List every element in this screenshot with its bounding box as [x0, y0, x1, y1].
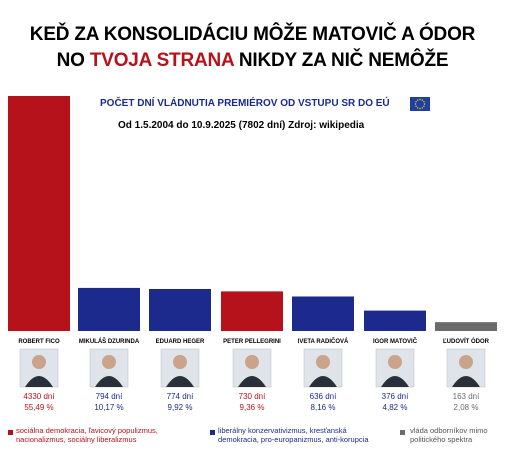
chart-period: Od 1.5.2004 do 10.9.2025 (7802 dní) Zdro…: [118, 120, 365, 131]
headline-line-1: KEĎ ZA KONSOLIDÁCIU MÔŽE MATOVIČ A ÓDOR: [29, 24, 476, 45]
legend-swatch-social-democracy: [8, 430, 13, 435]
category-label: IGOR MATOVIČ: [373, 338, 418, 345]
portrait-head: [173, 355, 187, 369]
percent-label: 9,92 %: [168, 403, 193, 412]
category-label: EDUARD HEGER: [156, 339, 205, 345]
day-label: 794 dní: [96, 392, 123, 401]
percent-label: 9,36 %: [240, 403, 265, 412]
portrait-body: [166, 376, 194, 387]
bar: [364, 310, 426, 331]
portrait-body: [25, 376, 53, 387]
percent-label: 2,08 %: [454, 403, 479, 412]
bar: [78, 287, 140, 331]
person-portrait-icon: [19, 348, 59, 388]
portrait-head: [459, 355, 473, 369]
percent-label: 10,17 %: [94, 403, 123, 412]
portrait-head: [388, 355, 402, 369]
category-label: PETER PELLEGRINI: [223, 339, 281, 345]
person-portrait-icon: [89, 348, 129, 388]
legend-line: nacionalizmus, sociálny liberalizmus: [16, 435, 137, 444]
category-label: MIKULÁŠ DZURINDA: [79, 337, 140, 345]
legend-social-democracy: sociálna demokracia, ľavicový populizmus…: [16, 426, 158, 444]
bar: [8, 96, 70, 331]
portrait-body: [452, 376, 480, 387]
category-label: ĽUDOVÍT ÓDOR: [443, 337, 490, 345]
bars-group: [8, 96, 497, 331]
person-portrait-icon: [446, 348, 486, 388]
percent-label: 4,82 %: [383, 403, 408, 412]
headline-prefix: NO: [56, 50, 90, 71]
day-label: 376 dní: [382, 392, 409, 401]
names-group: ROBERT FICO MIKULÁŠ DZURINDA EDUARD HEGER P…: [18, 337, 489, 345]
headline-line-2: NO TVOJA STRANA NIKDY ZA NIČ NEMÔŽE: [0, 50, 505, 72]
legend-swatch-technocrat: [400, 430, 405, 435]
legend-liberal-conservatism: liberálny konzervativizmus, kresťanská d…: [218, 426, 369, 444]
legend-line: vláda odborníkov mimo: [410, 426, 488, 435]
headline-suffix: NIKDY ZA NIČ NEMÔŽE: [233, 50, 449, 71]
legend-line: politického spektra: [410, 435, 473, 444]
portrait-body: [95, 376, 123, 387]
day-label: 774 dní: [167, 392, 194, 401]
portrait-head: [32, 355, 46, 369]
portrait-body: [238, 376, 266, 387]
chart-subtitle: POČET DNÍ VLÁDNUTIA PREMIÉROV OD VSTUPU …: [100, 98, 390, 109]
day-label: 730 dní: [239, 392, 266, 401]
portrait-head: [316, 355, 330, 369]
legend-swatch-liberal-conservatism: [210, 430, 215, 435]
portrait-head: [102, 355, 116, 369]
day-label: 636 dní: [310, 392, 337, 401]
category-label: ROBERT FICO: [18, 339, 60, 345]
portrait-body: [309, 376, 337, 387]
category-label: IVETA RADIČOVÁ: [298, 338, 349, 345]
percent-label: 55,49 %: [24, 403, 53, 412]
bar: [149, 288, 211, 331]
day-label: 163 dní: [453, 392, 480, 401]
legend-line: demokracia, pro-europanizmus, anti-korup…: [218, 435, 369, 444]
person-portrait-icon: [232, 348, 272, 388]
bar: [292, 296, 354, 331]
bar: [221, 291, 283, 331]
bar: [435, 322, 497, 331]
eu-flag-icon: [410, 97, 430, 111]
labels-group: 4330 dní 55,49 % 794 dní 10,17 % 774 dní 9,92…: [23, 392, 480, 412]
person-portrait-icon: [375, 348, 415, 388]
legend-line: liberálny konzervativizmus, kresťanská: [218, 426, 347, 435]
person-portrait-icon: [160, 348, 200, 388]
portrait-body: [381, 376, 409, 387]
legend-line: sociálna demokracia, ľavicový populizmus…: [16, 426, 158, 435]
portrait-head: [245, 355, 259, 369]
legend-technocrat: vláda odborníkov mimo politického spektr…: [410, 426, 488, 444]
person-portrait-icon: [303, 348, 343, 388]
portraits-group: [19, 348, 486, 388]
percent-label: 8,16 %: [311, 403, 336, 412]
headline-accent: TVOJA STRANA: [89, 50, 234, 71]
day-label: 4330 dní: [23, 392, 55, 401]
